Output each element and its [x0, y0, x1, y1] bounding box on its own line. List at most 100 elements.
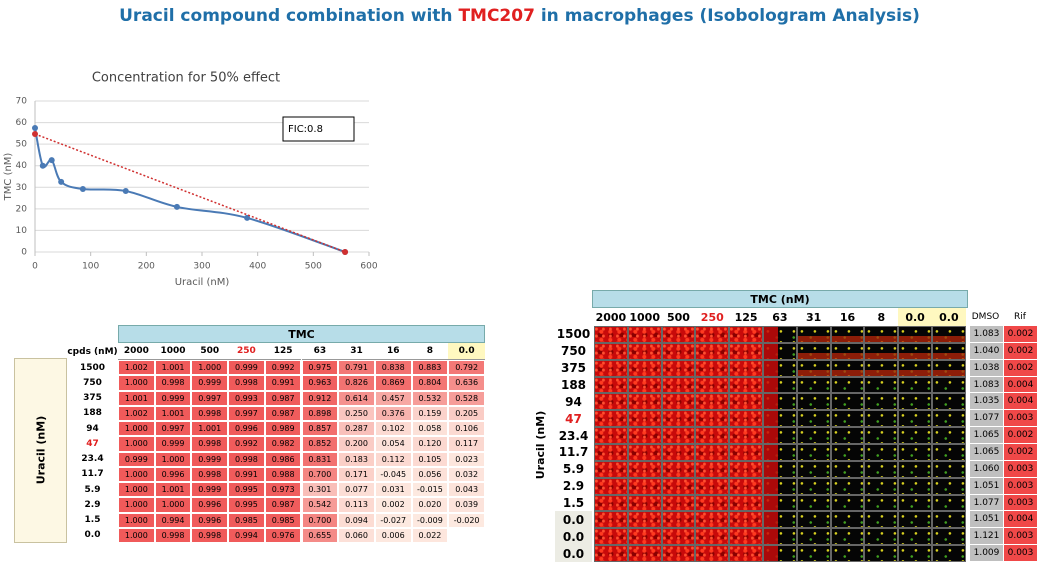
- table-cell: 0.998: [154, 375, 192, 391]
- table-header: TMC: [118, 325, 485, 343]
- microscopy-image: [764, 445, 796, 460]
- microscopy-image: [899, 495, 931, 511]
- column-label: 0.0: [932, 308, 966, 326]
- microscopy-image: [933, 360, 965, 376]
- microscopy-image: [595, 360, 627, 376]
- title-accent: TMC207: [458, 6, 535, 26]
- table-cell: 0.992: [228, 436, 265, 452]
- column-label: 31: [338, 343, 375, 360]
- title-part: in macrophages (Isobologram Analysis): [540, 6, 920, 26]
- table-cell: 0.826: [338, 375, 375, 391]
- rif-value: 0.002: [1004, 359, 1037, 377]
- rif-header: Rif: [1014, 312, 1026, 322]
- microscopy-image: [899, 377, 931, 393]
- microscopy-image: [628, 546, 661, 562]
- microscopy-image: [662, 394, 695, 410]
- table-cell: 1.000: [154, 497, 192, 513]
- microscopy-image: [933, 343, 965, 359]
- microscopy-image: [764, 411, 796, 427]
- microscopy-image: [797, 327, 830, 342]
- microscopy-image: [831, 377, 864, 393]
- table-cell: 1.001: [154, 482, 192, 498]
- data-point: [48, 157, 55, 164]
- table-cell: 0.995: [228, 497, 265, 513]
- table-cell: 0.792: [448, 360, 485, 376]
- microscopy-image: [595, 428, 627, 444]
- table-cell: 1.000: [118, 482, 155, 498]
- microscopy-image: [933, 394, 965, 410]
- table-cell: 0.994: [228, 527, 265, 543]
- microscopy-image: [933, 478, 965, 494]
- table-cell: 0.020: [411, 497, 449, 513]
- table-cell: 0.973: [264, 482, 302, 498]
- table-cell: 1.000: [154, 451, 192, 467]
- column-label: 63: [772, 310, 788, 324]
- microscopy-image: [831, 360, 864, 376]
- microscopy-image: [797, 495, 830, 511]
- microscopy-image: [628, 411, 661, 427]
- microscopy-image: [662, 360, 695, 376]
- microscopy-image: [933, 411, 965, 427]
- table-cell: 0.985: [264, 512, 302, 528]
- microscopy-image: [797, 461, 830, 477]
- microscopy-image: [797, 343, 830, 359]
- table-cell: 0.963: [301, 375, 339, 391]
- microscopy-image: [865, 343, 898, 359]
- row-label: 0.0: [84, 530, 101, 541]
- microscopy-image: [899, 478, 931, 494]
- microscopy-image: [595, 461, 627, 477]
- table-cell: 0.058: [411, 421, 449, 437]
- table-cell: 0.054: [374, 436, 412, 452]
- table-cell: 0.804: [411, 375, 449, 391]
- microscopy-image: [865, 495, 898, 511]
- microscopy-image: [933, 546, 965, 562]
- microscopy-image: [865, 461, 898, 477]
- table-cell: 0.999: [191, 451, 229, 467]
- table-cell: 0.532: [411, 390, 449, 406]
- microscopy-image: [730, 461, 762, 477]
- microscopy-image: [595, 445, 627, 460]
- microscopy-image: [899, 529, 931, 545]
- y-tick-label: 20: [16, 204, 28, 214]
- x-tick-label: 100: [82, 262, 99, 272]
- microscopy-image: [730, 529, 762, 545]
- table-cell: 0.994: [154, 512, 192, 528]
- table-cell: 1.001: [154, 360, 192, 376]
- y-tick-label: 60: [16, 118, 28, 128]
- table-cell: 0.056: [411, 466, 449, 482]
- table-cell: 0.700: [301, 466, 339, 482]
- microscopy-image: [865, 546, 898, 562]
- column-label: 31: [806, 310, 822, 324]
- column-label: 2000: [118, 343, 155, 360]
- table-cell: 0.999: [154, 436, 192, 452]
- microscopy-image: [865, 327, 898, 342]
- table-cell: 0.287: [338, 421, 375, 437]
- column-label: 250: [700, 310, 724, 324]
- rif-value: 0.003: [1004, 494, 1037, 512]
- table-cell: 0.987: [264, 497, 302, 513]
- table-cell: 0.898: [301, 405, 339, 421]
- y-tick-label: 30: [16, 183, 28, 193]
- microscopy-image: [730, 360, 762, 376]
- microscopy-image: [595, 377, 627, 393]
- table-cell: -0.009: [411, 512, 449, 528]
- table-cell: -0.045: [374, 466, 412, 482]
- table-cell: 0.992: [264, 360, 302, 376]
- rif-value: 0.004: [1004, 393, 1037, 411]
- microscopy-image: [696, 478, 729, 494]
- microscopy-image: [831, 428, 864, 444]
- microscopy-image: [595, 394, 627, 410]
- microscopy-image: [865, 428, 898, 444]
- row-label: 375: [560, 361, 587, 376]
- row-label: 11.7: [558, 445, 589, 460]
- microscopy-image: [730, 546, 762, 562]
- row-label: 375: [83, 393, 102, 404]
- microscopy-image: [797, 360, 830, 376]
- table-cell: 0.159: [411, 405, 449, 421]
- rif-value: 0.004: [1004, 511, 1037, 529]
- microscopy-image: [628, 445, 661, 460]
- table-cell: 0.998: [228, 375, 265, 391]
- microscopy-image: [899, 343, 931, 359]
- rif-value: 0.002: [1004, 326, 1037, 343]
- dmso-value: 1.035: [970, 393, 1003, 411]
